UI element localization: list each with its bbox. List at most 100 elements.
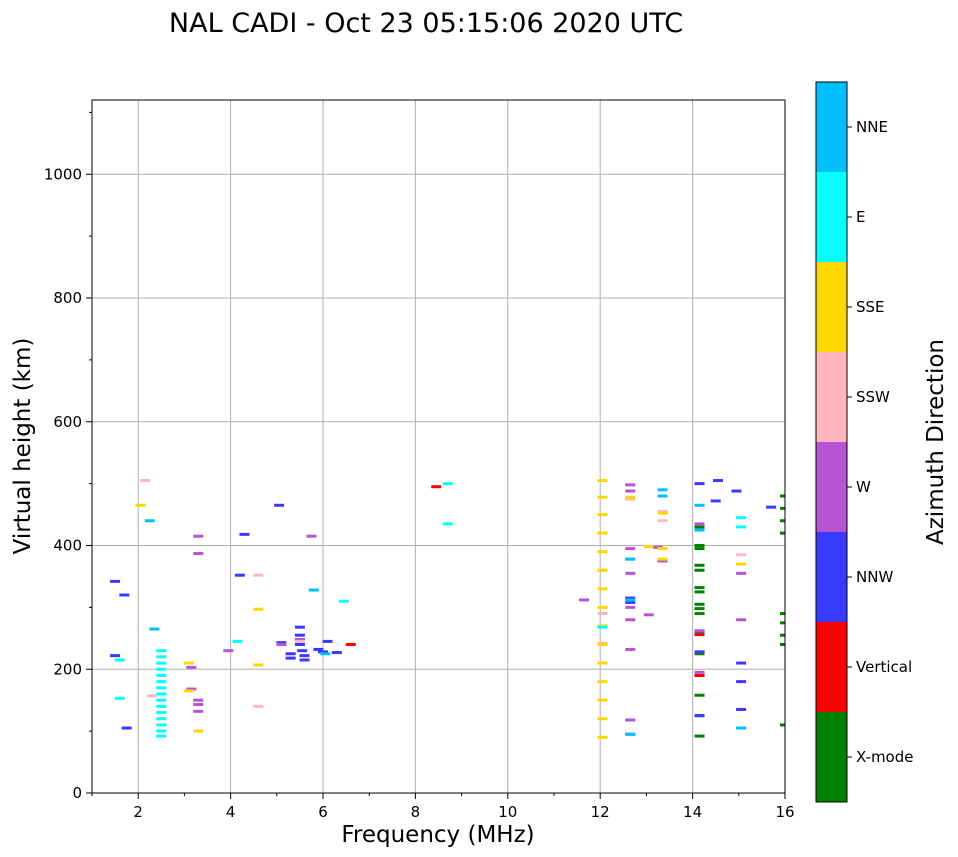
echo-mark-x-mode — [694, 544, 705, 547]
echo-mark-e — [156, 723, 167, 727]
colorbar-swatch-vertical — [816, 622, 847, 712]
echo-mark-nne — [657, 488, 668, 492]
echo-mark-e — [156, 692, 167, 696]
echo-mark-sse — [597, 513, 608, 517]
echo-mark-nnw — [299, 654, 310, 658]
echo-mark-ssw — [657, 519, 668, 523]
colorbar-tick-label: SSE — [856, 298, 885, 316]
x-tick-label: 10 — [498, 803, 517, 821]
echo-mark-nnw — [294, 643, 305, 646]
echo-mark-w — [223, 649, 234, 653]
y-axis-label: Virtual height (km) — [10, 338, 36, 555]
echo-mark-ssw — [625, 497, 636, 501]
echo-mark-sse — [657, 511, 668, 515]
echo-mark-nnw — [285, 656, 296, 660]
echo-mark-e — [156, 686, 167, 690]
echo-mark-nnw — [294, 633, 305, 637]
echo-mark-e — [156, 649, 167, 653]
echo-mark-e — [156, 717, 167, 721]
echo-mark-x-mode — [694, 693, 705, 697]
colorbar-swatch-w — [816, 442, 847, 532]
echo-mark-nnw — [110, 654, 121, 658]
echo-mark-e — [736, 516, 747, 520]
echo-mark-ssw — [147, 694, 158, 698]
x-axis-label: Frequency (MHz) — [341, 822, 534, 848]
echo-mark-w — [193, 698, 204, 702]
echo-mark-nnw — [710, 499, 721, 503]
x-tick-label: 4 — [226, 803, 236, 821]
echo-mark-e — [156, 673, 167, 677]
colorbar-tick-label: Vertical — [856, 658, 912, 676]
echo-mark-nnw — [234, 573, 245, 577]
echo-mark-w — [186, 665, 197, 669]
echo-mark-vertical — [694, 673, 705, 677]
echo-mark-w — [694, 670, 705, 674]
colorbar-label: Azimuth Direction — [923, 339, 949, 545]
echo-mark-nnw — [736, 661, 747, 665]
echo-mark-sse — [597, 605, 608, 609]
echo-mark-w — [736, 571, 747, 575]
echo-mark-nne — [625, 732, 636, 736]
echo-mark-e — [156, 698, 167, 702]
echo-mark-nnw — [694, 482, 705, 486]
echo-mark-w — [694, 629, 705, 633]
colorbar-tick-label: E — [856, 208, 865, 226]
plot-frame — [91, 99, 786, 794]
echo-mark-sse — [597, 735, 608, 739]
x-tick-label: 8 — [411, 803, 421, 821]
y-tick-label: 600 — [53, 413, 82, 431]
echo-mark-nnw — [318, 650, 328, 654]
colorbar-tick-label: SSW — [856, 388, 890, 406]
chart-title: NAL CADI - Oct 23 05:15:06 2020 UTC — [169, 8, 683, 39]
echo-mark-nnw — [625, 600, 636, 604]
echo-mark-nnw — [736, 707, 747, 711]
echo-mark-nne — [694, 503, 705, 507]
echo-mark-x-mode — [694, 590, 705, 594]
x-tick-label: 16 — [775, 803, 794, 821]
echo-mark-x-mode — [694, 547, 705, 551]
echo-mark-nnw — [285, 652, 296, 656]
echo-mark-sse — [184, 661, 195, 665]
echo-mark-w — [643, 613, 654, 617]
echo-mark-sse — [597, 531, 608, 535]
echo-mark-nnw — [276, 641, 287, 645]
echo-mark-e — [442, 482, 453, 486]
echo-mark-w — [579, 598, 590, 602]
echo-mark-x-mode — [780, 643, 785, 646]
echo-mark-w — [625, 489, 636, 493]
colorbar-swatch-nne — [816, 82, 847, 172]
echo-mark-sse — [597, 568, 608, 572]
echo-mark-ssw — [253, 704, 264, 708]
echo-mark-sse — [597, 643, 608, 646]
echo-mark-sse — [135, 503, 146, 507]
echo-mark-w — [625, 605, 636, 609]
x-tick-label: 12 — [591, 803, 610, 821]
echo-mark-e — [156, 729, 167, 733]
data-marks — [110, 479, 785, 739]
echo-mark-ssw — [657, 509, 668, 513]
echo-mark-nnw — [322, 639, 333, 643]
echo-mark-nnw — [736, 680, 747, 684]
echo-mark-nnw — [299, 658, 310, 662]
echo-mark-nnw — [119, 593, 130, 597]
echo-mark-nne — [694, 528, 705, 532]
echo-mark-vertical — [431, 485, 442, 489]
echo-mark-sse — [736, 562, 747, 566]
echo-mark-x-mode — [694, 612, 705, 616]
echo-mark-e — [156, 667, 167, 671]
echo-mark-w — [193, 552, 204, 556]
echo-mark-nne — [144, 519, 155, 523]
echo-mark-w — [657, 559, 668, 563]
echo-mark-x-mode — [694, 586, 705, 590]
echo-mark-sse — [253, 607, 264, 611]
echo-mark-e — [156, 680, 167, 684]
echo-mark-x-mode — [694, 525, 705, 529]
echo-mark-ssw — [140, 479, 151, 483]
echo-mark-nnw — [625, 596, 636, 600]
colorbar-frame — [815, 81, 848, 803]
echo-mark-w — [736, 618, 747, 622]
echo-mark-e — [156, 704, 167, 708]
echo-mark-w — [694, 522, 705, 526]
echo-mark-e — [156, 655, 167, 659]
echo-mark-sse — [253, 663, 264, 667]
